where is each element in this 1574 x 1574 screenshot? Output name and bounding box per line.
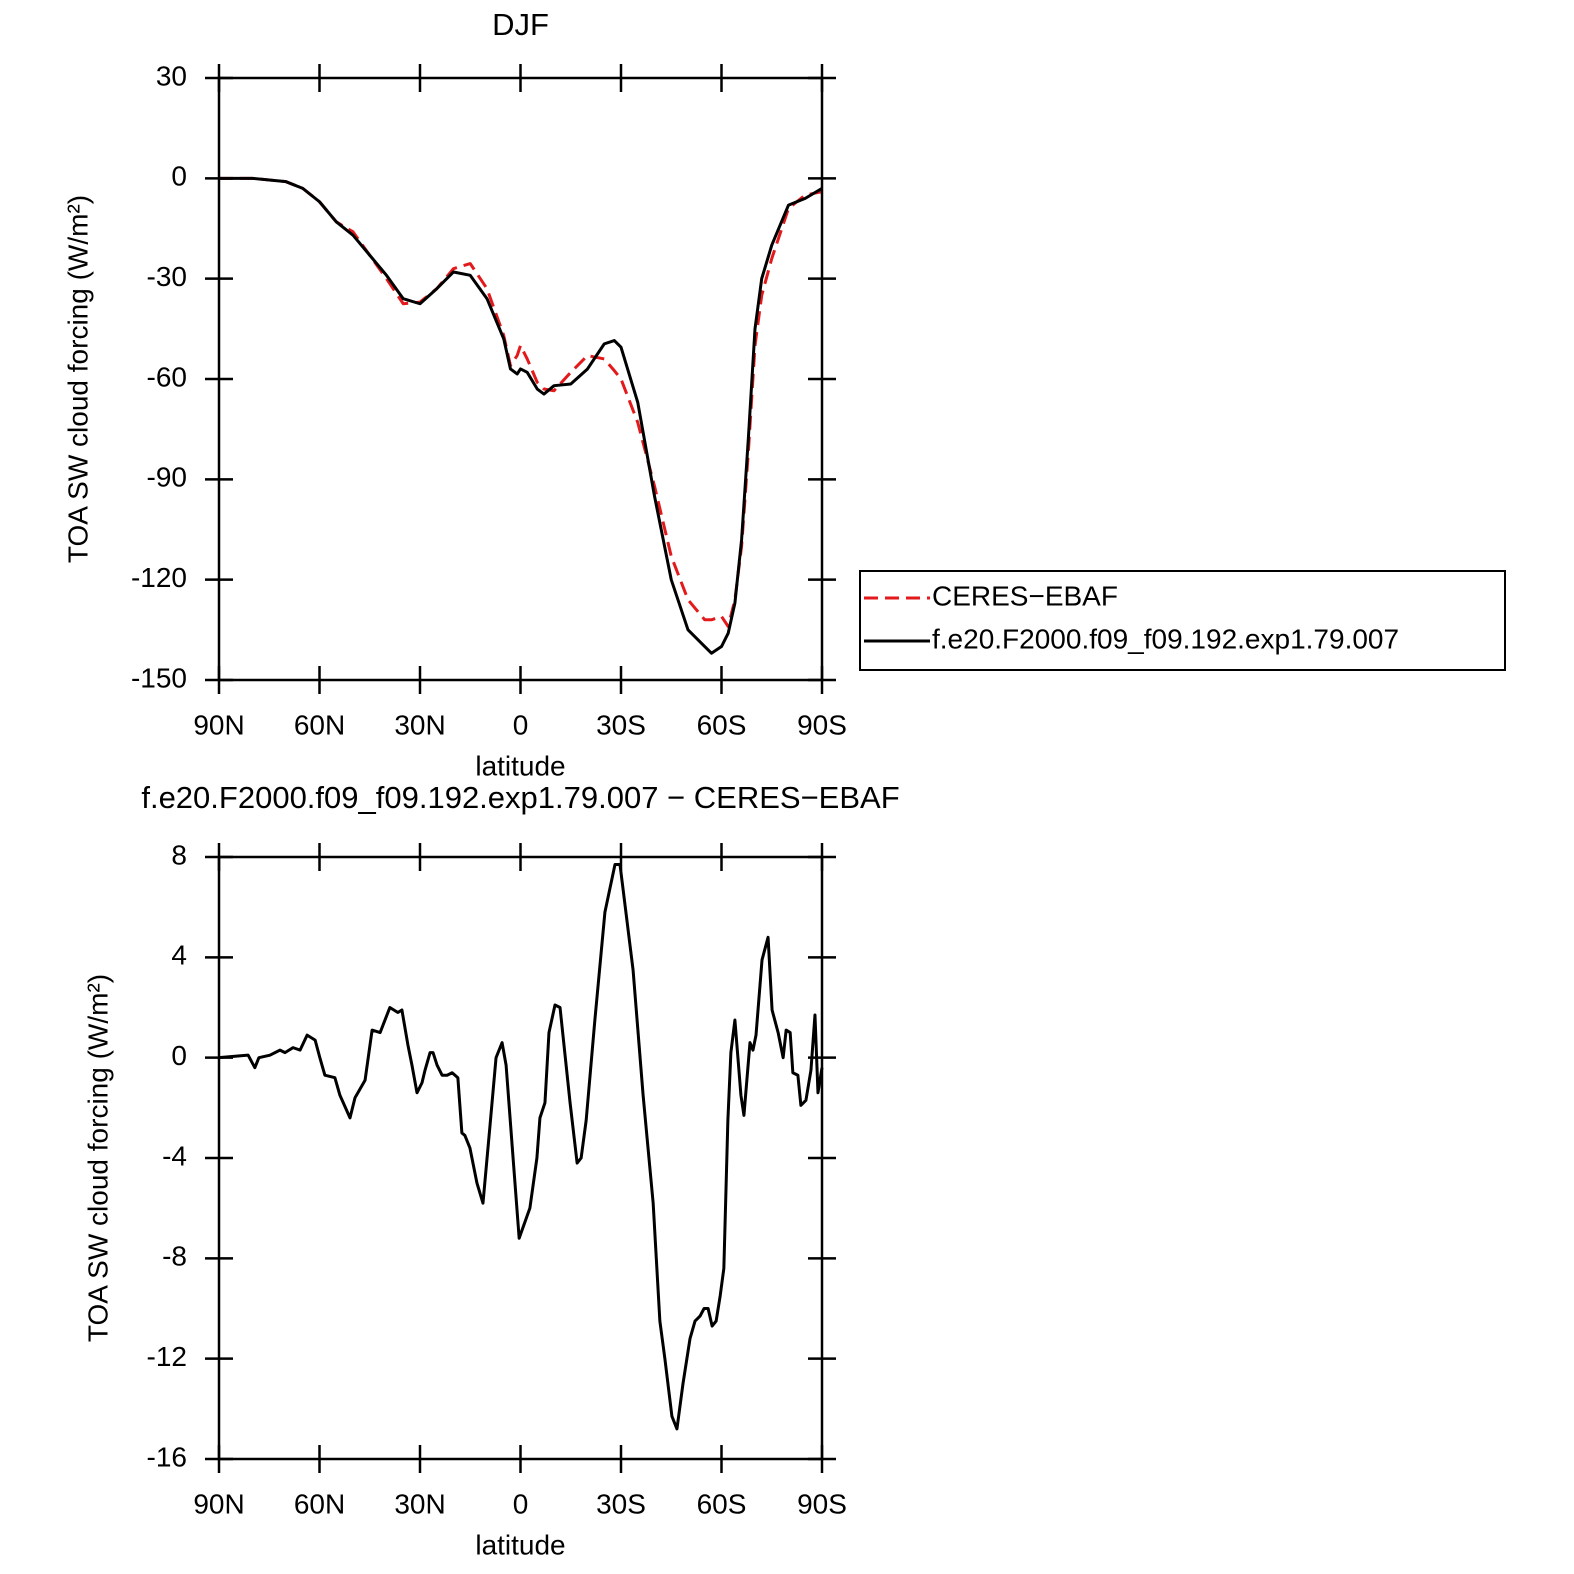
x-tick-label: 60N — [294, 709, 345, 740]
chart-title: DJF — [492, 7, 549, 42]
x-tick-label: 60N — [294, 1488, 345, 1519]
y-tick-label: -4 — [162, 1140, 187, 1171]
legend-label: f.e20.F2000.f09_f09.192.exp1.79.007 — [932, 623, 1399, 654]
plot-frame — [217, 855, 824, 1461]
x-tick-label: 90N — [193, 709, 244, 740]
y-tick-label: 8 — [171, 839, 187, 870]
x-tick-label: 60S — [697, 709, 747, 740]
data-line — [218, 863, 824, 1431]
x-tick-label: 60S — [697, 1488, 747, 1519]
y-tick-label: -60 — [147, 361, 187, 392]
y-tick-label: 30 — [156, 60, 187, 91]
x-tick-label: 0 — [513, 709, 529, 740]
x-axis-label: latitude — [475, 750, 565, 781]
x-tick-label: 30N — [394, 1488, 445, 1519]
y-tick-label: -8 — [162, 1241, 187, 1272]
y-tick-label: 0 — [171, 161, 187, 192]
y-tick-label: -16 — [147, 1441, 187, 1472]
data-line — [219, 176, 823, 655]
y-tick-label: -120 — [131, 562, 187, 593]
legend-label: CERES−EBAF — [932, 580, 1118, 611]
y-tick-label: 4 — [171, 940, 187, 971]
plot-frame — [217, 76, 824, 682]
y-tick-label: -90 — [147, 462, 187, 493]
x-axis-label: latitude — [475, 1529, 565, 1560]
y-tick-label: -30 — [147, 261, 187, 292]
x-tick-label: 30S — [596, 1488, 646, 1519]
y-tick-label: 0 — [171, 1040, 187, 1071]
data-line — [219, 176, 823, 628]
y-axis-label: TOA SW cloud forcing (W/m²) — [62, 195, 93, 563]
legend-box — [859, 570, 1506, 671]
x-tick-label: 90S — [797, 1488, 847, 1519]
x-tick-label: 0 — [513, 1488, 529, 1519]
x-tick-label: 90N — [193, 1488, 244, 1519]
x-tick-label: 30S — [596, 709, 646, 740]
chart-title: f.e20.F2000.f09_f09.192.exp1.79.007 − CE… — [141, 780, 899, 815]
y-axis-label: TOA SW cloud forcing (W/m²) — [82, 974, 113, 1342]
y-tick-label: -150 — [131, 662, 187, 693]
x-tick-label: 30N — [394, 709, 445, 740]
x-tick-label: 90S — [797, 709, 847, 740]
y-tick-label: -12 — [147, 1341, 187, 1372]
